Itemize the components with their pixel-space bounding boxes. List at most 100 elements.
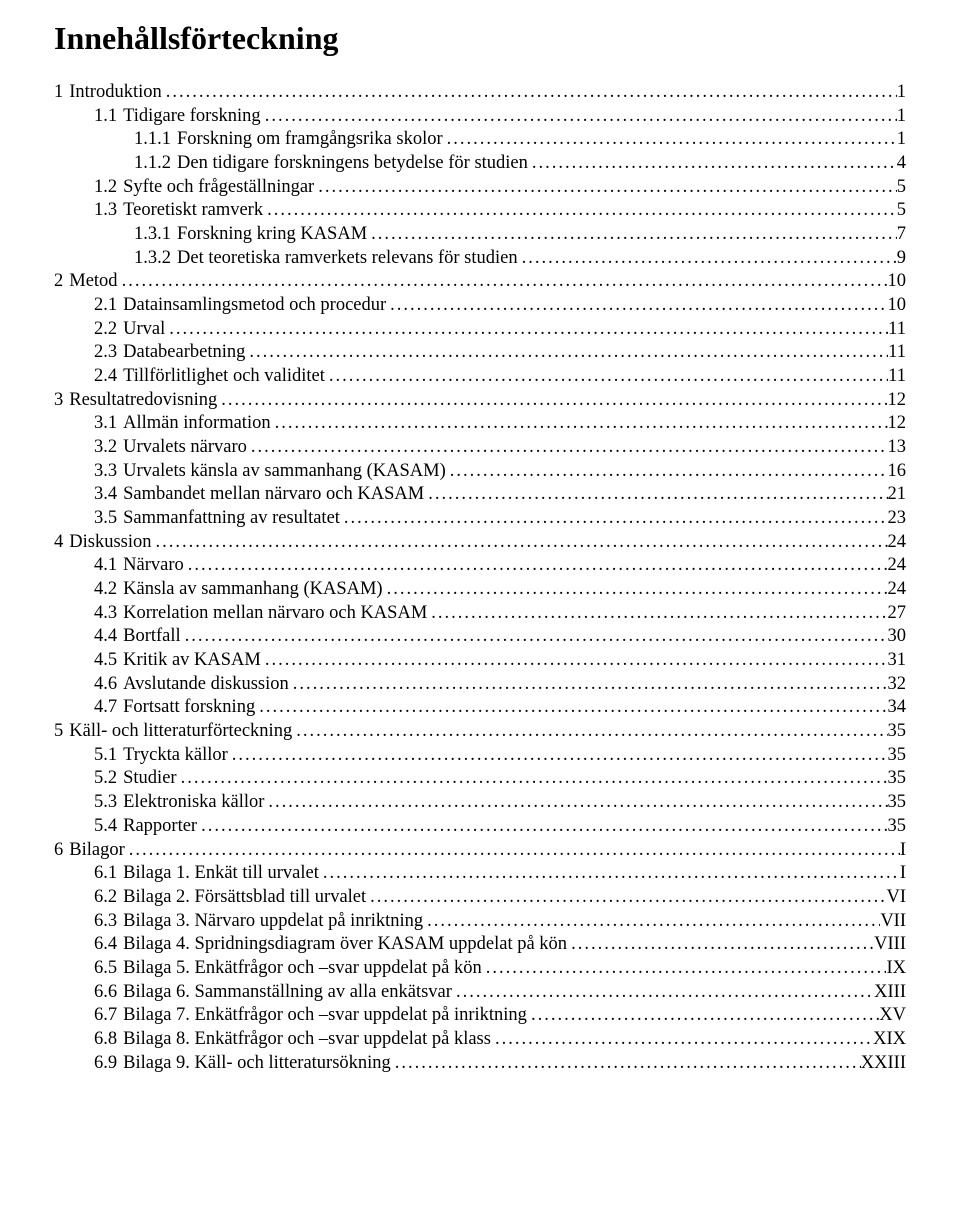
toc-entry-number: 6.8	[94, 1028, 117, 1052]
toc-leader-dots	[366, 886, 886, 910]
toc-entry-title: Bortfall	[117, 625, 181, 649]
toc-entry-page: 35	[888, 791, 907, 815]
toc-entry-title: Allmän information	[117, 412, 270, 436]
toc-entry: 3Resultatredovisning12	[54, 389, 906, 413]
toc-entry-title: Teoretiskt ramverk	[117, 199, 263, 223]
toc-leader-dots	[181, 625, 888, 649]
toc-entry: 6.1Bilaga 1. Enkät till urvaletI	[54, 862, 906, 886]
toc-entry-title: Urvalets närvaro	[117, 436, 247, 460]
toc-entry-number: 6.4	[94, 933, 117, 957]
toc-entry-page: 11	[888, 341, 906, 365]
toc-entry-number: 1.3.1	[134, 223, 171, 247]
toc-entry-title: Avslutande diskussion	[117, 673, 289, 697]
toc-entry-title: Urvalets känsla av sammanhang (KASAM)	[117, 460, 446, 484]
toc-leader-dots	[118, 270, 888, 294]
toc-entry: 6.3Bilaga 3. Närvaro uppdelat på inriktn…	[54, 910, 906, 934]
toc-entry-number: 6.1	[94, 862, 117, 886]
toc-entry-page: VI	[886, 886, 906, 910]
toc-entry-number: 2.1	[94, 294, 117, 318]
toc-entry-title: Bilaga 3. Närvaro uppdelat på inriktning	[117, 910, 423, 934]
toc-entry-title: Syfte och frågeställningar	[117, 176, 314, 200]
toc-leader-dots	[184, 554, 888, 578]
toc-entry-title: Introduktion	[63, 81, 162, 105]
toc-leader-dots	[264, 791, 887, 815]
toc-entry-page: 1	[897, 105, 906, 129]
toc-entry-page: 35	[888, 720, 907, 744]
toc-leader-dots	[391, 1052, 861, 1076]
toc-entry: 6.6Bilaga 6. Sammanställning av alla enk…	[54, 981, 906, 1005]
toc-leader-dots	[125, 839, 900, 863]
toc-leader-dots	[197, 815, 887, 839]
toc-entry-page: 27	[888, 602, 907, 626]
toc-entry-title: Käll- och litteraturförteckning	[63, 720, 292, 744]
toc-entry-title: Diskussion	[63, 531, 151, 555]
toc-entry-number: 6.9	[94, 1052, 117, 1076]
toc-leader-dots	[177, 767, 888, 791]
toc-entry: 4.2Känsla av sammanhang (KASAM)24	[54, 578, 906, 602]
toc-entry-page: IX	[886, 957, 906, 981]
toc-entry-title: Bilaga 1. Enkät till urvalet	[117, 862, 319, 886]
toc-leader-dots	[263, 199, 897, 223]
toc-leader-dots	[446, 460, 888, 484]
toc-entry: 6.2Bilaga 2. Försättsblad till urvalet VI	[54, 886, 906, 910]
toc-entry-title: Forskning om framgångsrika skolor	[171, 128, 443, 152]
toc-entry-page: 5	[897, 199, 906, 223]
toc-entry-page: 10	[888, 270, 907, 294]
table-of-contents: 1Introduktion11.1Tidigare forskning11.1.…	[54, 81, 906, 1075]
toc-leader-dots	[527, 1004, 879, 1028]
toc-entry: 1.3.2Det teoretiska ramverkets relevans …	[54, 247, 906, 271]
toc-leader-dots	[340, 507, 888, 531]
toc-entry: 1.1Tidigare forskning1	[54, 105, 906, 129]
toc-entry-number: 1.1.1	[134, 128, 171, 152]
toc-entry-page: 35	[888, 744, 907, 768]
toc-entry: 1.2Syfte och frågeställningar 5	[54, 176, 906, 200]
toc-entry-number: 1.2	[94, 176, 117, 200]
toc-entry: 6BilagorI	[54, 839, 906, 863]
toc-leader-dots	[567, 933, 874, 957]
toc-entry-title: Urval	[117, 318, 165, 342]
toc-entry-number: 2.4	[94, 365, 117, 389]
toc-entry-title: Bilagor	[63, 839, 125, 863]
toc-entry-page: 31	[888, 649, 907, 673]
toc-leader-dots	[292, 720, 887, 744]
toc-entry-title: Kritik av KASAM	[117, 649, 261, 673]
toc-entry: 4.7Fortsatt forskning34	[54, 696, 906, 720]
toc-entry-number: 5	[54, 720, 63, 744]
toc-leader-dots	[162, 81, 897, 105]
toc-leader-dots	[247, 436, 888, 460]
toc-leader-dots	[255, 696, 887, 720]
toc-entry-title: Bilaga 6. Sammanställning av alla enkäts…	[117, 981, 452, 1005]
toc-leader-dots	[261, 105, 897, 129]
toc-entry-title: Studier	[117, 767, 176, 791]
toc-entry: 5.4Rapporter35	[54, 815, 906, 839]
toc-entry-number: 6.5	[94, 957, 117, 981]
toc-entry-title: Rapporter	[117, 815, 197, 839]
toc-entry-number: 3.1	[94, 412, 117, 436]
toc-leader-dots	[228, 744, 888, 768]
toc-entry-number: 3.3	[94, 460, 117, 484]
toc-entry-number: 6	[54, 839, 63, 863]
toc-entry: 6.5Bilaga 5. Enkätfrågor och –svar uppde…	[54, 957, 906, 981]
toc-entry-page: 32	[888, 673, 907, 697]
toc-entry-page: 5	[897, 176, 906, 200]
toc-entry-title: Sammanfattning av resultatet	[117, 507, 340, 531]
toc-leader-dots	[383, 578, 888, 602]
toc-entry-title: Forskning kring KASAM	[171, 223, 367, 247]
toc-entry: 3.4Sambandet mellan närvaro och KASAM21	[54, 483, 906, 507]
toc-entry-title: Bilaga 5. Enkätfrågor och –svar uppdelat…	[117, 957, 482, 981]
toc-leader-dots	[427, 602, 887, 626]
toc-entry-page: 34	[888, 696, 907, 720]
toc-entry-title: Bilaga 2. Försättsblad till urvalet	[117, 886, 366, 910]
toc-entry-number: 4.6	[94, 673, 117, 697]
toc-entry: 4.5Kritik av KASAM31	[54, 649, 906, 673]
toc-entry: 2.2Urval11	[54, 318, 906, 342]
toc-entry-number: 6.2	[94, 886, 117, 910]
toc-entry-number: 5.4	[94, 815, 117, 839]
toc-entry-page: 10	[888, 294, 907, 318]
toc-entry-page: 16	[888, 460, 907, 484]
toc-entry-page: XXIII	[861, 1052, 906, 1076]
toc-entry: 4.6Avslutande diskussion 32	[54, 673, 906, 697]
toc-leader-dots	[367, 223, 897, 247]
toc-entry: 6.7Bilaga 7. Enkätfrågor och –svar uppde…	[54, 1004, 906, 1028]
toc-entry-page: XIII	[874, 981, 906, 1005]
